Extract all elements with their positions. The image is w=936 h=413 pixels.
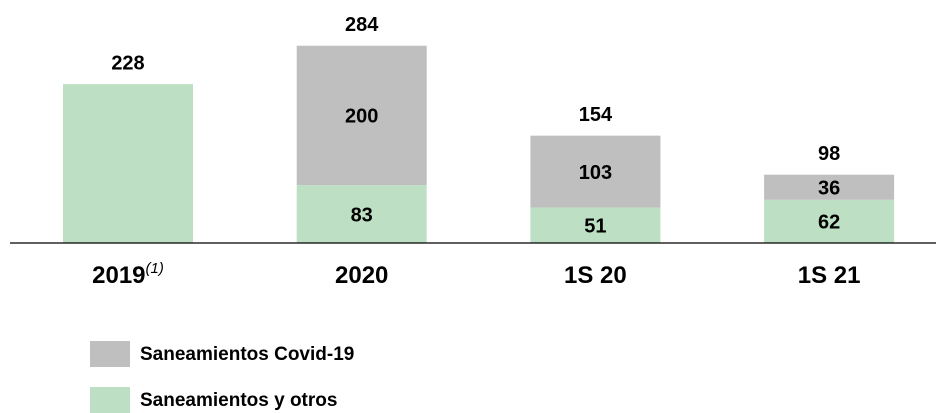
category: 1S 20 xyxy=(564,262,627,289)
x-tick-label: 1S 20 xyxy=(564,262,627,289)
bar-segment xyxy=(63,84,193,243)
segment-label: 51 xyxy=(584,216,606,238)
bar-segment xyxy=(296,45,427,186)
total-label: 154 xyxy=(579,104,613,126)
category: 2019 xyxy=(92,262,145,289)
total-label: 98 xyxy=(818,143,840,165)
x-tick-label: 2019(1) xyxy=(92,260,164,289)
category: 2020 xyxy=(335,262,388,289)
segment-label: 62 xyxy=(818,212,840,234)
bar-segment xyxy=(530,207,661,243)
segment-label: 36 xyxy=(818,178,840,200)
legend-label: Saneamientos Covid-19 xyxy=(140,344,354,365)
bar-segment xyxy=(296,185,427,243)
bar-segment xyxy=(530,135,661,208)
x-tick-label: 1S 21 xyxy=(798,262,861,289)
legend-swatch xyxy=(90,387,130,413)
footnote-marker: (1) xyxy=(146,260,164,277)
segment-label: 103 xyxy=(579,162,612,184)
category: 1S 21 xyxy=(798,262,861,289)
total-label: 284 xyxy=(345,14,379,36)
x-tick-label: 2020 xyxy=(335,262,388,289)
legend-label: Saneamientos y otros xyxy=(140,390,337,411)
bar-segment xyxy=(764,174,895,200)
bar-segment xyxy=(764,199,895,243)
segment-label: 200 xyxy=(345,106,378,128)
legend-swatch xyxy=(90,341,130,367)
segment-label: 83 xyxy=(351,204,373,226)
total-label: 228 xyxy=(111,52,144,74)
